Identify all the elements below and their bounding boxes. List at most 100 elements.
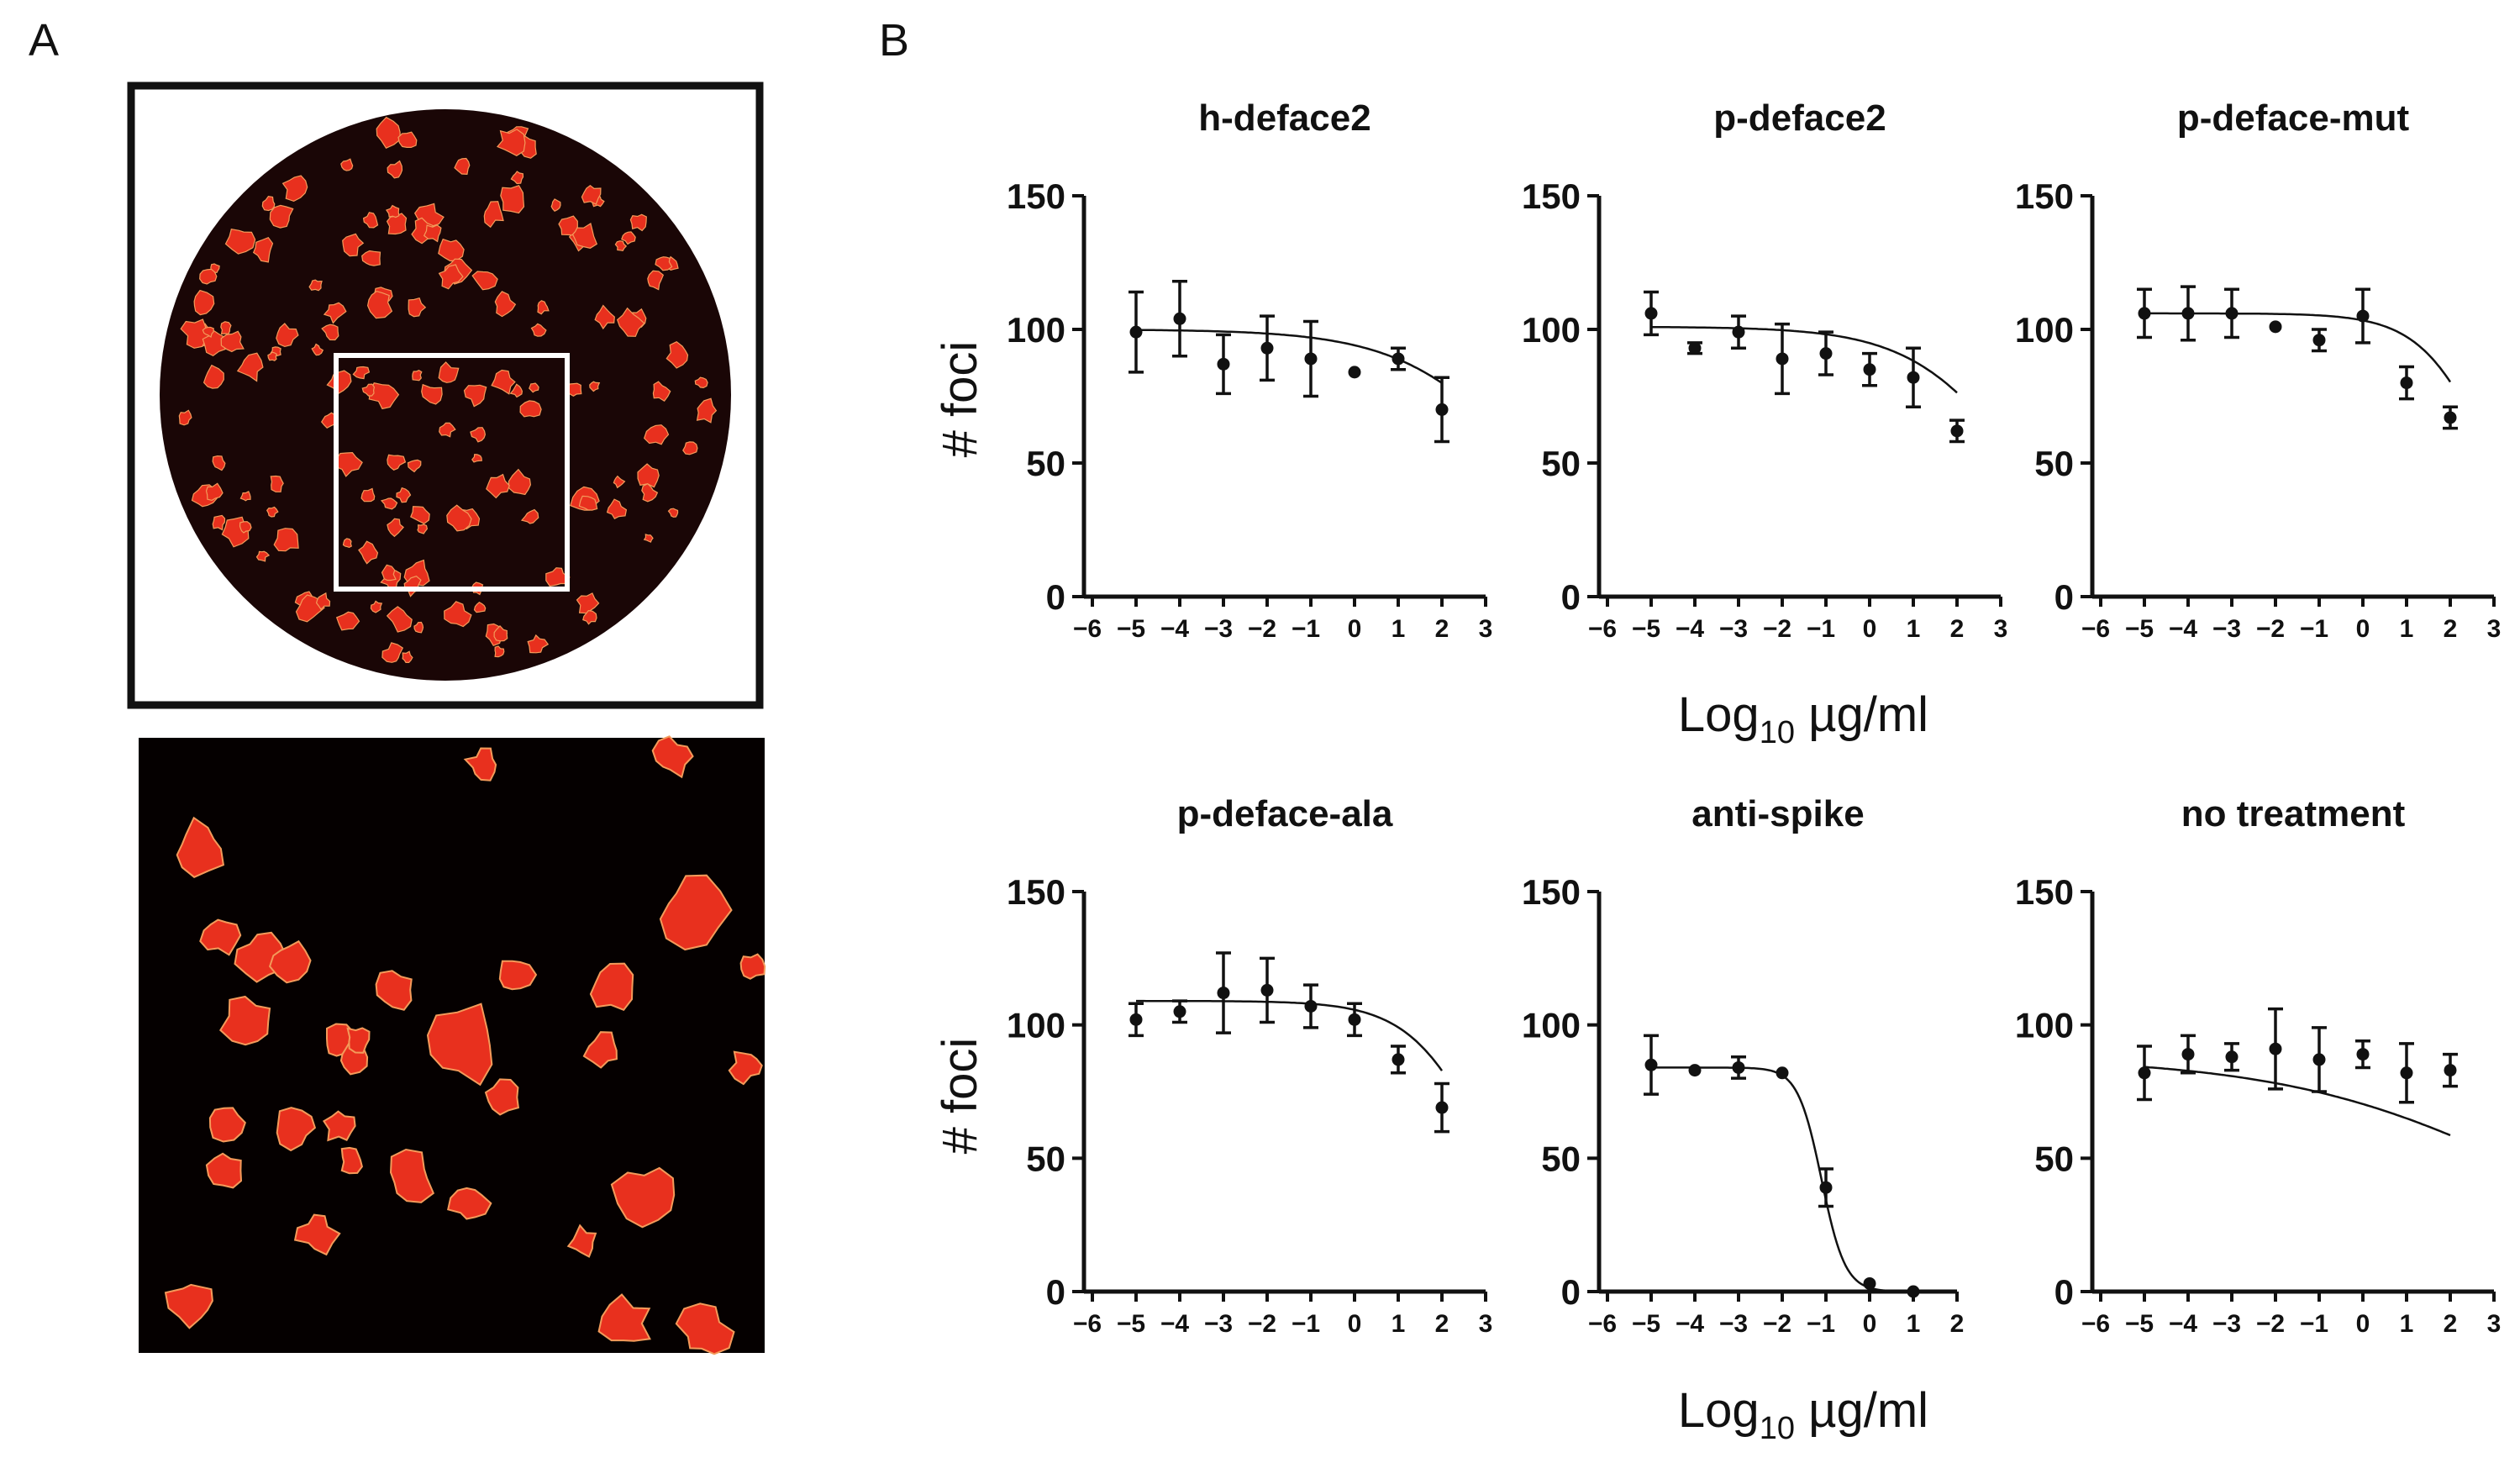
data-point: [1644, 1058, 1658, 1071]
chart-title: p-deface2: [1713, 97, 1886, 139]
focus-blob: [376, 116, 401, 149]
focus-blob: [276, 323, 299, 348]
focus-blob: [571, 223, 598, 249]
data-point: [1304, 999, 1318, 1013]
focus-blob: [439, 422, 456, 438]
focus-blob: [694, 376, 708, 389]
data-point: [2400, 1066, 2413, 1080]
data-point: [2181, 307, 2195, 320]
focus-blob: [255, 550, 271, 562]
focus-blob: [530, 323, 547, 337]
data-point: [1392, 1053, 1405, 1066]
focus-blob: [293, 1213, 341, 1256]
data-point: [1732, 1060, 1745, 1074]
data-point: [1173, 312, 1186, 325]
fit-curve: [2144, 312, 2452, 383]
x-tick-label: −5: [1117, 615, 1145, 643]
focus-blob: [205, 1152, 243, 1189]
chart-title: h-deface2: [1198, 97, 1370, 139]
zoom-foci: [164, 735, 766, 1355]
focus-blob: [423, 224, 442, 243]
focus-blob: [408, 297, 427, 318]
y-tick-label: 0: [1046, 1272, 1065, 1312]
focus-blob: [236, 352, 264, 382]
y-axis-title-bottom: # foci: [933, 1038, 987, 1155]
data-point: [2444, 1064, 2457, 1077]
y-tick-label: 100: [1522, 1006, 1581, 1045]
focus-blob: [346, 1027, 371, 1054]
x-tick-label: −6: [1588, 615, 1617, 643]
focus-blob: [322, 1110, 356, 1142]
data-point: [1819, 1181, 1833, 1194]
focus-blob: [447, 1187, 492, 1220]
focus-blob: [498, 960, 538, 991]
y-tick-label: 150: [1007, 872, 1065, 912]
focus-blob: [438, 264, 464, 290]
data-point: [1688, 341, 1702, 355]
focus-blob: [426, 1003, 493, 1087]
data-point: [1863, 1276, 1876, 1290]
x-tick-label: −3: [1719, 615, 1748, 643]
data-point: [2312, 1053, 2326, 1066]
y-tick-label: 150: [1007, 176, 1065, 216]
focus-blob: [389, 1148, 435, 1203]
x-tick-label: 2: [2444, 615, 2458, 643]
chart-3: p-deface-mut 0 50 100 150 −6 −5 −4 −3 −2 −1 0 1 2 3: [2015, 97, 2501, 643]
focus-blob: [380, 497, 398, 510]
x-tick-label: −2: [1248, 615, 1276, 643]
x-tick-label: −2: [1248, 1310, 1276, 1338]
y-tick-label: 150: [1522, 872, 1581, 912]
data-point: [1260, 341, 1274, 355]
data-point: [2225, 307, 2239, 320]
focus-blob: [267, 351, 278, 361]
x-tick-label: −2: [2256, 1310, 2285, 1338]
focus-blob: [396, 487, 412, 503]
focus-blob: [358, 540, 379, 565]
data-point: [1435, 403, 1449, 416]
focus-blob: [261, 196, 276, 212]
y-tick-label: 50: [2034, 1139, 2074, 1178]
focus-blob: [519, 400, 542, 418]
focus-blob: [199, 268, 218, 285]
focus-blob: [335, 611, 360, 631]
focus-blob: [220, 321, 232, 335]
focus-blob: [386, 213, 408, 235]
focus-blob: [651, 735, 694, 779]
focus-blob: [589, 962, 634, 1012]
x-tick-label: −2: [1763, 1310, 1791, 1338]
y-tick-label: 50: [1026, 444, 1065, 483]
focus-blob: [652, 381, 671, 402]
focus-blob: [509, 383, 523, 398]
x-tick-label: 0: [2356, 1310, 2370, 1338]
focus-blob: [520, 508, 539, 524]
focus-blob: [446, 504, 472, 532]
data-point: [2269, 1042, 2282, 1055]
y-tick-label: 100: [2015, 310, 2074, 350]
focus-blob: [578, 495, 598, 511]
data-point: [2138, 1066, 2151, 1080]
focus-blob: [493, 625, 508, 642]
x-tick-label: −6: [1588, 1310, 1617, 1338]
data-point: [1776, 352, 1789, 366]
focus-blob: [597, 1293, 651, 1342]
focus-blob: [589, 381, 601, 392]
focus-blob: [270, 475, 284, 492]
focus-blob: [387, 454, 407, 471]
x-tick-label: −5: [2125, 1310, 2154, 1338]
data-point: [2356, 309, 2370, 323]
y-tick-label: 0: [2054, 577, 2074, 617]
focus-blob: [208, 1107, 246, 1143]
x-tick-label: 1: [2400, 615, 2414, 643]
data-point: [1348, 1013, 1361, 1026]
focus-blob: [483, 201, 504, 229]
focus-blob: [387, 518, 404, 538]
x-tick-label: −4: [1676, 615, 1705, 643]
focus-blob: [486, 473, 510, 499]
data-point: [2181, 1048, 2195, 1061]
focus-blob: [407, 459, 422, 473]
focus-blob: [340, 158, 354, 171]
focus-blob: [386, 606, 413, 633]
whole-well-image: [127, 82, 764, 709]
focus-blob: [361, 383, 376, 397]
